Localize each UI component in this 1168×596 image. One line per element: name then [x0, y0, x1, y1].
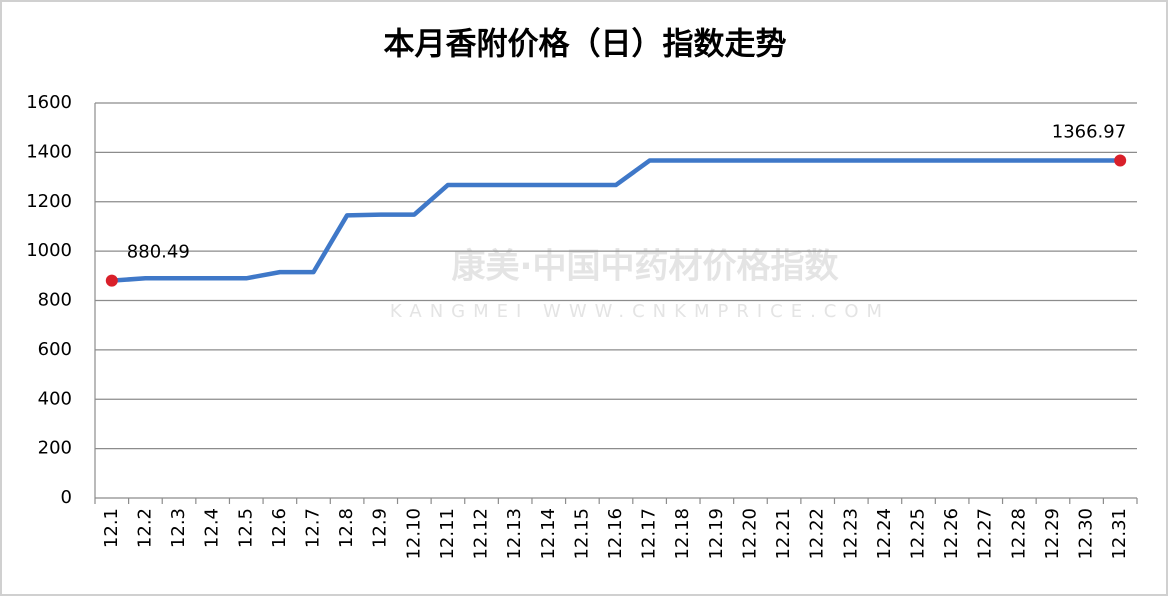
x-tick-label: 12.6 — [269, 508, 290, 548]
y-tick-label: 200 — [38, 438, 72, 459]
data-line — [111, 158, 1121, 283]
x-tick-label: 12.14 — [538, 508, 559, 560]
point-marker — [1114, 154, 1127, 167]
x-tick-label: 12.4 — [202, 508, 223, 548]
watermark: KANGMEI WWW.CNKMPRICE.COM — [390, 301, 890, 322]
x-tick-label: 12.7 — [302, 508, 323, 548]
x-tick-label: 12.15 — [571, 508, 592, 560]
x-tick-label: 12.3 — [168, 508, 189, 548]
x-tick-label: 12.11 — [437, 508, 458, 560]
x-tick-label: 12.25 — [908, 508, 929, 560]
x-tick-label: 12.24 — [874, 508, 895, 560]
x-tick-label: 12.16 — [605, 508, 626, 560]
x-tick-label: 12.10 — [403, 508, 424, 560]
y-tick-label: 600 — [38, 339, 72, 360]
x-tick-label: 12.29 — [1042, 508, 1063, 560]
x-tick-label: 12.13 — [504, 508, 525, 560]
x-tick-label: 12.2 — [134, 508, 155, 548]
y-tick-label: 1200 — [26, 191, 72, 212]
x-tick-label: 12.28 — [1008, 508, 1029, 560]
x-tick-label: 12.18 — [672, 508, 693, 560]
x-tick-label: 12.30 — [1076, 508, 1097, 560]
x-tick-label: 12.17 — [639, 508, 660, 560]
x-tick-label: 12.22 — [807, 508, 828, 560]
watermark: 康美·中国中药材价格指数 — [452, 247, 839, 287]
x-tick-label: 12.26 — [941, 508, 962, 560]
x-tick-label: 12.21 — [773, 508, 794, 560]
x-tick-label: 12.12 — [471, 508, 492, 560]
y-tick-label: 1600 — [26, 92, 72, 113]
x-tick-label: 12.8 — [336, 508, 357, 548]
point-marker — [105, 274, 118, 287]
x-tick-label: 12.1 — [101, 508, 122, 548]
x-tick-label: 12.27 — [975, 508, 996, 560]
chart-title: 本月香附价格（日）指数走势 — [384, 27, 787, 63]
y-tick-label: 800 — [38, 290, 72, 311]
x-tick-label: 12.23 — [840, 508, 861, 560]
x-tick-label: 12.20 — [739, 508, 760, 560]
x-tick-label: 12.31 — [1109, 508, 1130, 560]
x-tick-label: 12.5 — [235, 508, 256, 548]
data-label: 1366.97 — [1052, 122, 1126, 143]
y-tick-label: 1000 — [26, 240, 72, 261]
y-tick-label: 1400 — [26, 141, 72, 162]
data-label: 880.49 — [127, 242, 190, 263]
x-tick-label: 12.19 — [706, 508, 727, 560]
y-tick-label: 0 — [61, 487, 72, 508]
x-tick-label: 12.9 — [370, 508, 391, 548]
y-tick-label: 400 — [38, 388, 72, 409]
